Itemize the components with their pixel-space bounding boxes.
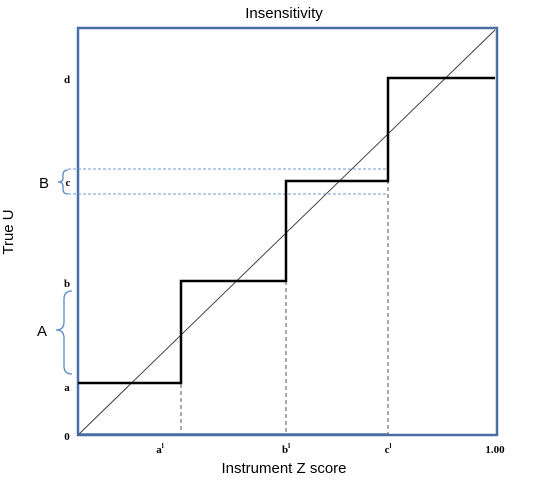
bracket-a (55, 290, 73, 375)
y-axis-label: True U (0, 209, 17, 254)
diagram-title: Insensitivity (245, 5, 323, 22)
y-tick-zero: 0 (64, 431, 70, 443)
bracket-b (57, 169, 69, 195)
x-axis-label: Instrument Z score (221, 460, 346, 477)
x-tick-end: 1.00 (485, 444, 505, 456)
x-tick-b: bl (282, 442, 290, 456)
plot-frame (76, 26, 499, 437)
x-tick-a: al (156, 442, 164, 456)
y-tick-c: c (66, 177, 71, 189)
y-tick-a: a (64, 382, 70, 394)
bracket-b-label: B (39, 175, 49, 192)
y-tick-d: d (64, 74, 70, 86)
x-tick-c: cl (385, 442, 392, 456)
step-function-line (78, 76, 495, 385)
y-tick-b: b (64, 278, 70, 290)
bracket-a-label: A (37, 323, 47, 340)
